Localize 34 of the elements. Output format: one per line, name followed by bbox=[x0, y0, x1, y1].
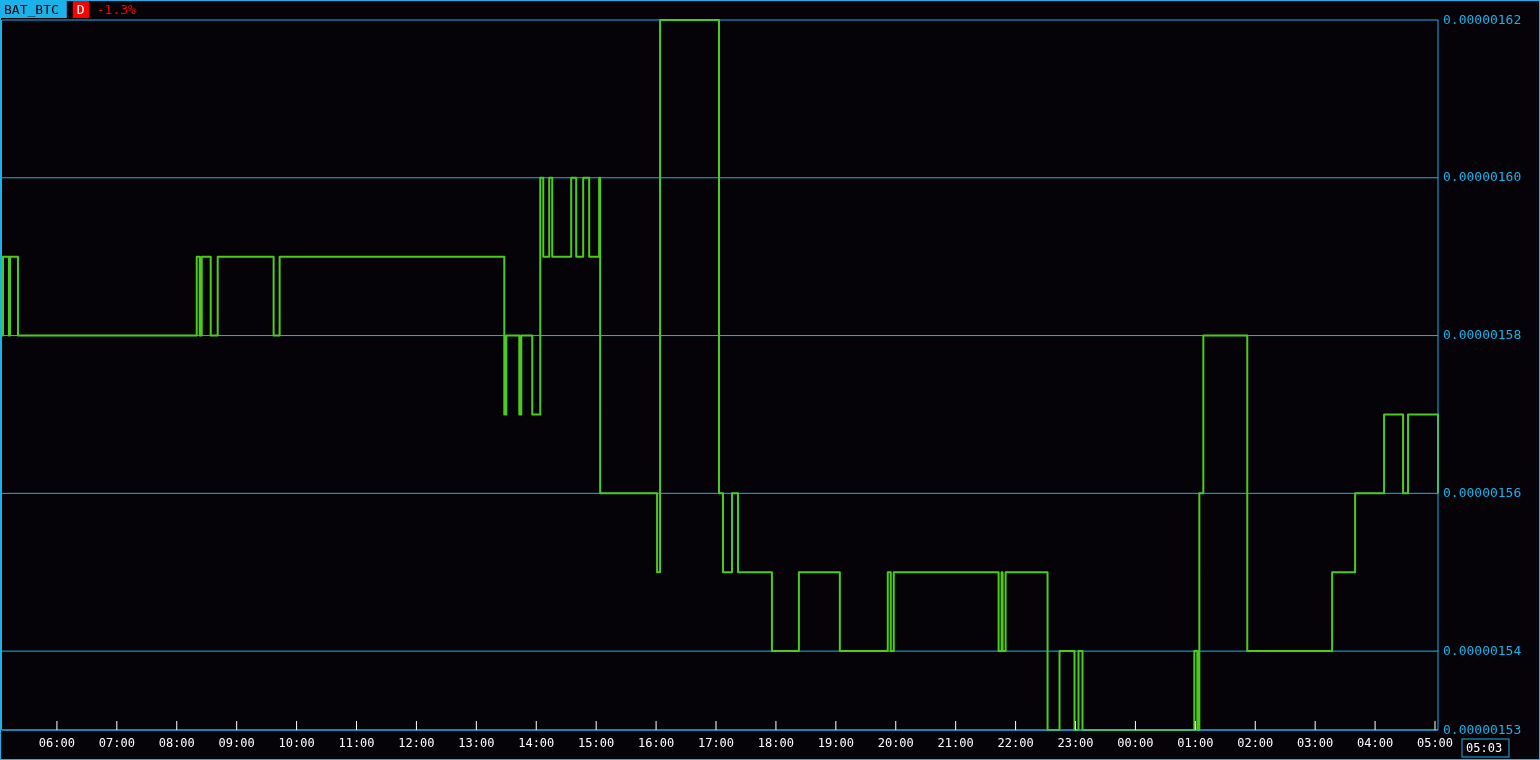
x-tick-label: 15:00 bbox=[578, 736, 615, 750]
y-tick-label: 0.00000153 bbox=[1443, 721, 1522, 737]
x-tick-label: 12:00 bbox=[398, 736, 435, 750]
chart-title: BAT_BTC bbox=[4, 2, 59, 17]
x-tick-label: 11:00 bbox=[338, 736, 375, 750]
x-tick-label: 04:00 bbox=[1357, 736, 1394, 750]
text: D bbox=[76, 2, 85, 17]
x-tick-label: 21:00 bbox=[937, 736, 974, 750]
x-tick-label: 01:00 bbox=[1177, 736, 1214, 750]
y-tick-label: 0.00000154 bbox=[1443, 642, 1522, 658]
x-tick-label: 02:00 bbox=[1237, 736, 1274, 750]
y-tick-label: 0.00000160 bbox=[1443, 169, 1522, 185]
x-tick-label: 16:00 bbox=[638, 736, 675, 750]
x-tick-label: 20:00 bbox=[877, 736, 914, 750]
x-tick-label: 23:00 bbox=[1057, 736, 1094, 750]
x-tick-label: 08:00 bbox=[158, 736, 195, 750]
y-tick-label: 0.00000162 bbox=[1443, 11, 1522, 27]
y-tick-label: 0.00000158 bbox=[1443, 327, 1522, 343]
x-tick-label: 17:00 bbox=[697, 736, 735, 750]
x-tick-label: 19:00 bbox=[817, 736, 854, 750]
text: -1.3% bbox=[96, 2, 137, 17]
x-tick-label: 10:00 bbox=[278, 736, 315, 750]
x-tick-label: 05:00 bbox=[1416, 736, 1454, 750]
x-tick-label: 06:00 bbox=[38, 736, 75, 750]
x-tick-label: 00:00 bbox=[1117, 736, 1154, 750]
x-tick-label: 18:00 bbox=[757, 736, 794, 750]
x-tick-label: 22:00 bbox=[997, 736, 1034, 750]
x-tick-label: 09:00 bbox=[218, 736, 255, 750]
x-tick-label: 13:00 bbox=[458, 736, 495, 750]
x-tick-label: 14:00 bbox=[518, 736, 555, 750]
y-tick-label: 0.00000156 bbox=[1443, 484, 1522, 500]
x-tick-label: 07:00 bbox=[98, 736, 135, 750]
text: 05:03 bbox=[1466, 741, 1503, 755]
x-tick-label: 03:00 bbox=[1297, 736, 1334, 750]
